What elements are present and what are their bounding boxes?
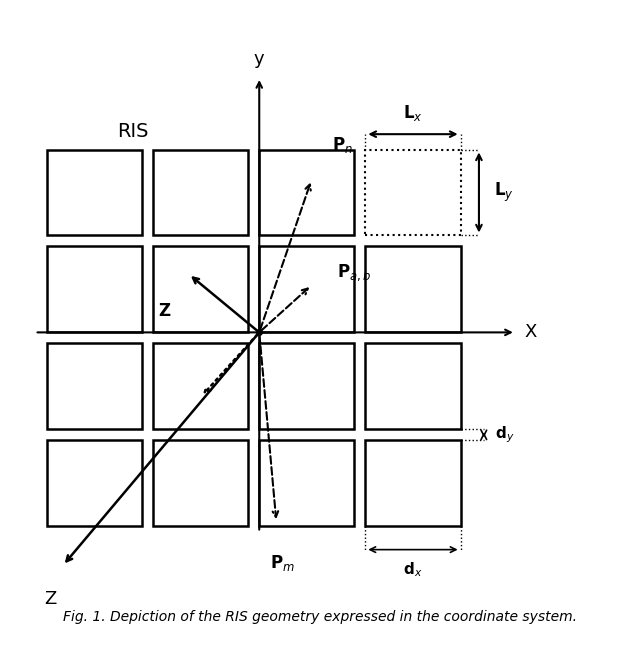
Text: d$_y$: d$_y$ (495, 424, 515, 445)
Text: X: X (525, 324, 538, 342)
Text: L$_x$: L$_x$ (403, 103, 423, 123)
Bar (153, 149, 248, 235)
Bar (47, 149, 142, 235)
Bar (47, 344, 142, 430)
Text: d$_x$: d$_x$ (403, 561, 422, 579)
Text: P$_{a,b}$: P$_{a,b}$ (337, 262, 372, 283)
Bar (259, 246, 355, 332)
Bar (47, 440, 142, 526)
Bar (259, 344, 355, 430)
Text: Z: Z (158, 302, 170, 320)
Text: P$_n$: P$_n$ (332, 135, 353, 155)
Bar (259, 149, 355, 235)
Text: P$_m$: P$_m$ (270, 553, 295, 573)
Bar (259, 440, 355, 526)
Text: Z: Z (44, 590, 57, 608)
Bar (153, 344, 248, 430)
Text: RIS: RIS (116, 122, 148, 141)
Text: L$_y$: L$_y$ (494, 181, 514, 204)
Bar (365, 246, 461, 332)
Text: Fig. 1. Depiction of the RIS geometry expressed in the coordinate system.: Fig. 1. Depiction of the RIS geometry ex… (63, 611, 577, 625)
Bar (365, 344, 461, 430)
Bar (153, 246, 248, 332)
Text: y: y (254, 50, 264, 68)
Bar (365, 149, 461, 235)
Bar (153, 440, 248, 526)
Bar (47, 246, 142, 332)
Bar (365, 440, 461, 526)
